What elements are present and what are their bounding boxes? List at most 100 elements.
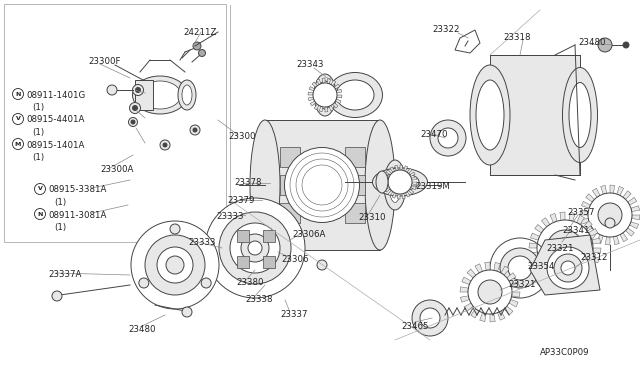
Polygon shape (610, 185, 614, 193)
Polygon shape (580, 210, 588, 215)
Ellipse shape (131, 221, 219, 309)
Circle shape (438, 128, 458, 148)
Text: 23380: 23380 (236, 278, 264, 287)
Circle shape (430, 120, 466, 156)
Polygon shape (507, 273, 516, 281)
Polygon shape (404, 166, 408, 171)
Polygon shape (383, 179, 388, 182)
Polygon shape (555, 275, 561, 283)
Ellipse shape (132, 76, 188, 114)
Circle shape (605, 218, 615, 228)
Text: 23333: 23333 (188, 238, 216, 247)
Circle shape (555, 238, 575, 258)
Polygon shape (614, 236, 620, 245)
Bar (4, 4, 226, 242)
Text: 08911-3081A: 08911-3081A (48, 211, 106, 219)
Circle shape (132, 84, 143, 96)
Ellipse shape (219, 212, 291, 284)
Polygon shape (529, 252, 538, 258)
Ellipse shape (314, 74, 336, 116)
Circle shape (547, 230, 583, 266)
Ellipse shape (376, 171, 388, 193)
Bar (345, 203, 365, 223)
Polygon shape (383, 184, 388, 187)
Circle shape (317, 260, 327, 270)
Circle shape (623, 42, 629, 48)
Polygon shape (462, 277, 471, 285)
Text: AP33C0P09: AP33C0P09 (540, 348, 589, 357)
Text: 23470: 23470 (420, 130, 447, 139)
Text: 23312: 23312 (580, 253, 607, 262)
Polygon shape (601, 185, 607, 194)
Ellipse shape (384, 160, 406, 210)
Circle shape (588, 193, 632, 237)
Text: 08915-4401A: 08915-4401A (26, 115, 84, 125)
Ellipse shape (178, 80, 196, 110)
Circle shape (508, 256, 532, 280)
Polygon shape (408, 189, 413, 194)
Polygon shape (511, 292, 520, 297)
Polygon shape (387, 170, 392, 175)
Polygon shape (460, 296, 469, 302)
Polygon shape (596, 235, 604, 244)
Polygon shape (322, 78, 325, 83)
Polygon shape (631, 206, 639, 212)
Polygon shape (628, 198, 637, 205)
Circle shape (132, 106, 138, 110)
Bar (280, 175, 300, 195)
Polygon shape (319, 106, 323, 112)
Text: 08915-3381A: 08915-3381A (48, 186, 106, 195)
Polygon shape (410, 172, 415, 177)
Ellipse shape (182, 85, 192, 105)
Polygon shape (407, 168, 412, 173)
Polygon shape (325, 107, 328, 112)
Circle shape (52, 291, 62, 301)
Ellipse shape (248, 241, 262, 255)
Polygon shape (484, 262, 490, 270)
Circle shape (160, 140, 170, 150)
Polygon shape (317, 79, 321, 84)
Polygon shape (309, 87, 315, 91)
Text: 23337A: 23337A (48, 270, 81, 279)
Text: (1): (1) (54, 223, 66, 232)
Bar (264, 256, 275, 269)
Polygon shape (395, 165, 398, 171)
Polygon shape (475, 264, 483, 273)
Polygon shape (336, 89, 342, 93)
Polygon shape (586, 263, 595, 272)
Ellipse shape (547, 247, 589, 289)
Ellipse shape (230, 223, 280, 273)
Text: 23321: 23321 (546, 244, 573, 253)
Circle shape (129, 103, 141, 113)
Ellipse shape (205, 198, 305, 298)
Circle shape (420, 308, 440, 328)
Circle shape (170, 224, 180, 234)
Polygon shape (625, 228, 634, 236)
Polygon shape (385, 187, 390, 192)
Polygon shape (464, 303, 473, 311)
Text: 23338: 23338 (245, 295, 273, 304)
Circle shape (537, 220, 593, 276)
Polygon shape (334, 84, 340, 89)
Polygon shape (308, 97, 314, 101)
Polygon shape (586, 194, 595, 202)
Ellipse shape (476, 80, 504, 150)
Polygon shape (511, 282, 520, 288)
Circle shape (193, 42, 201, 50)
Circle shape (193, 128, 197, 132)
Text: 23354: 23354 (527, 262, 554, 271)
Polygon shape (331, 80, 336, 86)
Circle shape (163, 143, 167, 147)
Text: 23480: 23480 (128, 325, 156, 334)
Circle shape (598, 203, 622, 227)
Text: (1): (1) (32, 153, 44, 162)
Polygon shape (560, 212, 565, 220)
Polygon shape (388, 190, 393, 196)
Text: 08915-1401A: 08915-1401A (26, 141, 84, 150)
Ellipse shape (470, 65, 510, 165)
Circle shape (412, 300, 448, 336)
Ellipse shape (318, 81, 332, 109)
Polygon shape (400, 165, 403, 170)
Bar (490, 55, 580, 175)
Polygon shape (632, 215, 640, 220)
